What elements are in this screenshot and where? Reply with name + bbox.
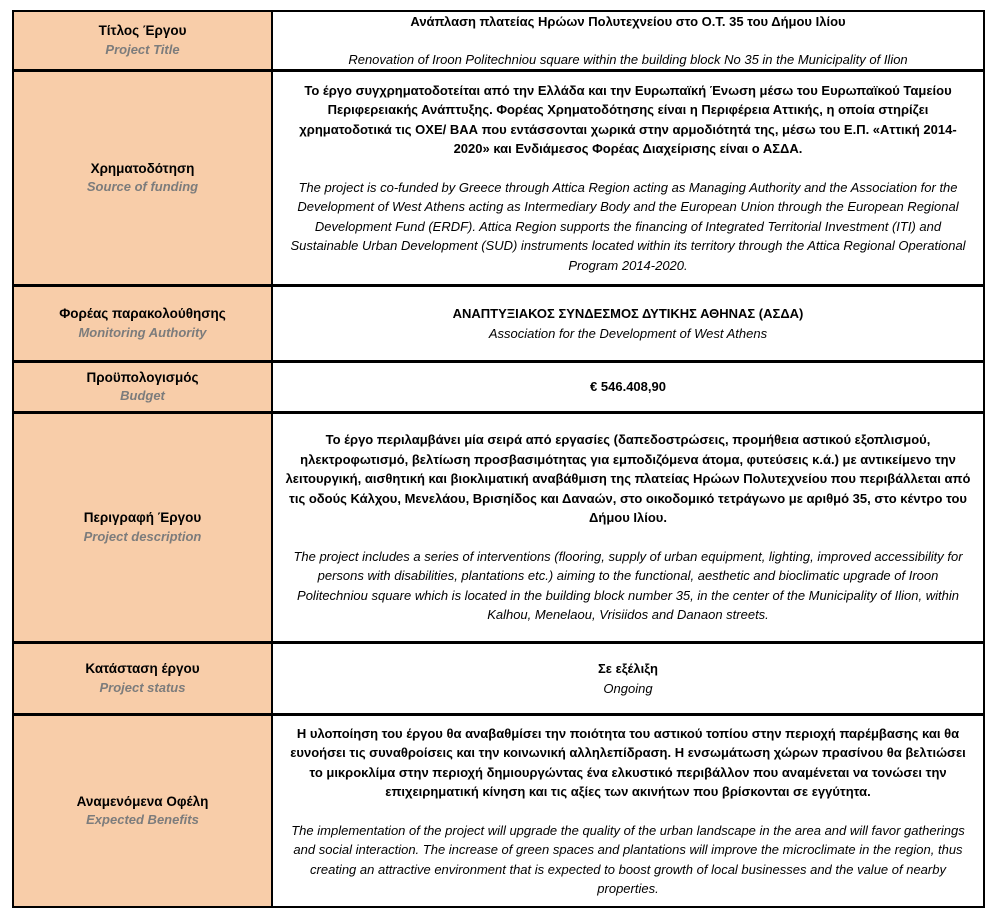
project-info-table: Τίτλος Έργου Project Title Ανάπλαση πλατ… <box>12 10 985 908</box>
label-english: Project status <box>99 679 186 695</box>
content-english: The project includes a series of interve… <box>293 548 963 623</box>
content-english: The implementation of the project will u… <box>291 822 965 897</box>
label-cell-project-title: Τίτλος Έργου Project Title <box>14 12 273 69</box>
label-cell-expected-benefits: Αναμενόμενα Οφέλη Expected Benefits <box>14 716 273 906</box>
budget-amount: € 546.408,90 <box>590 379 666 395</box>
label-english: Budget <box>120 388 165 404</box>
table-row-budget: Προϋπολογισμός Budget € 546.408,90 <box>14 363 983 414</box>
table-row-monitoring-authority: Φορέας παρακολούθησης Monitoring Authori… <box>14 287 983 363</box>
label-cell-project-description: Περιγραφή Έργου Project description <box>14 414 273 641</box>
content-greek: Το έργο περιλαμβάνει μία σειρά από εργασ… <box>285 432 971 526</box>
content-greek: Το έργο συγχρηματοδοτείται από την Ελλάδ… <box>299 82 957 157</box>
content-cell-expected-benefits: Η υλοποίηση του έργου θα αναβαθμίσει την… <box>273 716 983 906</box>
label-english: Expected Benefits <box>86 812 199 828</box>
content-cell-monitoring-authority: ΑΝΑΠΤΥΞΙΑΚΟΣ ΣΥΝΔΕΣΜΟΣ ΔΥΤΙΚΗΣ ΑΘΗΝΑΣ (Α… <box>273 287 983 360</box>
content-greek: Η υλοποίηση του έργου θα αναβαθμίσει την… <box>290 725 966 800</box>
label-greek: Αναμενόμενα Οφέλη <box>76 793 209 809</box>
label-cell-monitoring-authority: Φορέας παρακολούθησης Monitoring Authori… <box>14 287 273 360</box>
label-english: Monitoring Authority <box>78 324 207 340</box>
label-cell-source-of-funding: Χρηματοδότηση Source of funding <box>14 72 273 284</box>
content-cell-project-description: Το έργο περιλαμβάνει μία σειρά από εργασ… <box>273 414 983 641</box>
label-greek: Κατάσταση έργου <box>85 661 200 677</box>
content-cell-project-status: Σε εξέλιξη Ongoing <box>273 644 983 713</box>
label-greek: Τίτλος Έργου <box>98 23 187 39</box>
table-row-source-of-funding: Χρηματοδότηση Source of funding Το έργο … <box>14 72 983 287</box>
table-row-project-description: Περιγραφή Έργου Project description Το έ… <box>14 414 983 644</box>
content-cell-budget: € 546.408,90 <box>273 363 983 411</box>
status-english: Ongoing <box>603 680 653 696</box>
content-english: The project is co-funded by Greece throu… <box>290 179 966 273</box>
content-english: Renovation of Iroon Politechniou square … <box>348 52 908 67</box>
content-greek: Ανάπλαση πλατείας Ηρώων Πολυτεχνείου στο… <box>410 13 846 29</box>
content-greek: ΑΝΑΠΤΥΞΙΑΚΟΣ ΣΥΝΔΕΣΜΟΣ ΔΥΤΙΚΗΣ ΑΘΗΝΑΣ (Α… <box>452 306 804 321</box>
label-greek: Προϋπολογισμός <box>86 369 199 385</box>
table-row-expected-benefits: Αναμενόμενα Οφέλη Expected Benefits Η υλ… <box>14 716 983 906</box>
label-cell-project-status: Κατάσταση έργου Project status <box>14 644 273 713</box>
label-greek: Χρηματοδότηση <box>90 160 195 176</box>
status-greek: Σε εξέλιξη <box>598 661 658 676</box>
content-english: Association for the Development of West … <box>488 325 768 341</box>
table-row-project-status: Κατάσταση έργου Project status Σε εξέλιξ… <box>14 644 983 716</box>
label-greek: Φορέας παρακολούθησης <box>59 306 226 322</box>
label-cell-budget: Προϋπολογισμός Budget <box>14 363 273 411</box>
label-greek: Περιγραφή Έργου <box>83 510 202 526</box>
label-english: Project description <box>83 528 202 544</box>
label-english: Project Title <box>105 41 180 57</box>
content-cell-project-title: Ανάπλαση πλατείας Ηρώων Πολυτεχνείου στο… <box>273 12 983 69</box>
table-row-project-title: Τίτλος Έργου Project Title Ανάπλαση πλατ… <box>14 12 983 72</box>
label-english: Source of funding <box>86 179 199 195</box>
content-cell-source-of-funding: Το έργο συγχρηματοδοτείται από την Ελλάδ… <box>273 72 983 284</box>
